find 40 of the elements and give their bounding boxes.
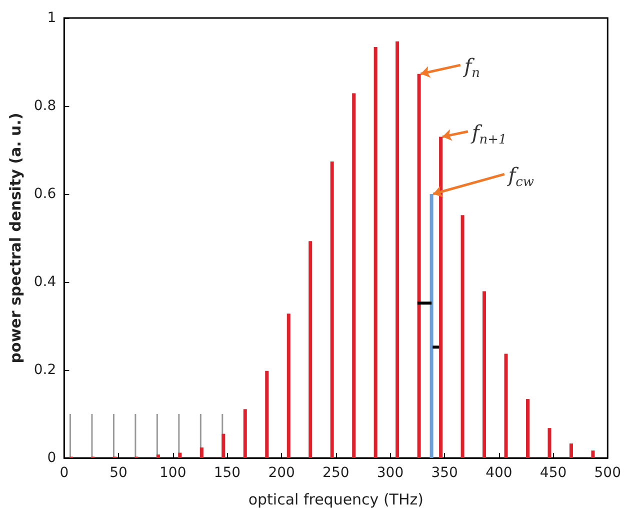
y-tick-label: 1: [47, 10, 56, 26]
x-tick-label: 0: [60, 465, 69, 481]
x-tick-label: 500: [594, 465, 622, 481]
bar: [548, 428, 552, 458]
bar: [178, 452, 182, 458]
bar: [482, 291, 486, 458]
bar: [156, 454, 160, 458]
bar: [330, 161, 334, 458]
bar: [265, 370, 269, 458]
bar: [591, 450, 595, 458]
y-tick-label: 0.8: [34, 98, 56, 114]
bar: [417, 74, 421, 458]
x-axis-title: optical frequency (THz): [248, 490, 424, 508]
bar: [430, 194, 434, 458]
bar: [200, 447, 204, 458]
x-tick-label: 400: [486, 465, 512, 481]
bar: [222, 434, 226, 458]
bar: [308, 241, 312, 458]
bar: [526, 399, 530, 458]
bar: [460, 215, 464, 458]
y-tick-label: 0.6: [34, 186, 56, 202]
y-tick-label: 0.4: [34, 274, 56, 290]
bar: [352, 93, 356, 458]
bar: [243, 409, 247, 458]
bar: [504, 354, 508, 458]
y-tick-label: 0.2: [34, 362, 56, 378]
x-tick-label: 300: [376, 465, 404, 481]
x-tick-label: 450: [540, 465, 567, 481]
bar: [569, 443, 573, 458]
x-tick-label: 150: [214, 465, 241, 481]
y-tick-label: 0: [47, 450, 56, 466]
x-tick-label: 250: [322, 465, 350, 481]
y-axis-title: power spectral density (a. u.): [6, 112, 24, 364]
x-tick-label: 100: [159, 465, 186, 481]
x-tick-label: 350: [431, 465, 458, 481]
x-tick-label: 50: [110, 465, 128, 481]
bar: [374, 47, 378, 458]
x-tick-label: 200: [268, 465, 295, 481]
bar: [286, 314, 290, 458]
bar: [396, 41, 400, 458]
